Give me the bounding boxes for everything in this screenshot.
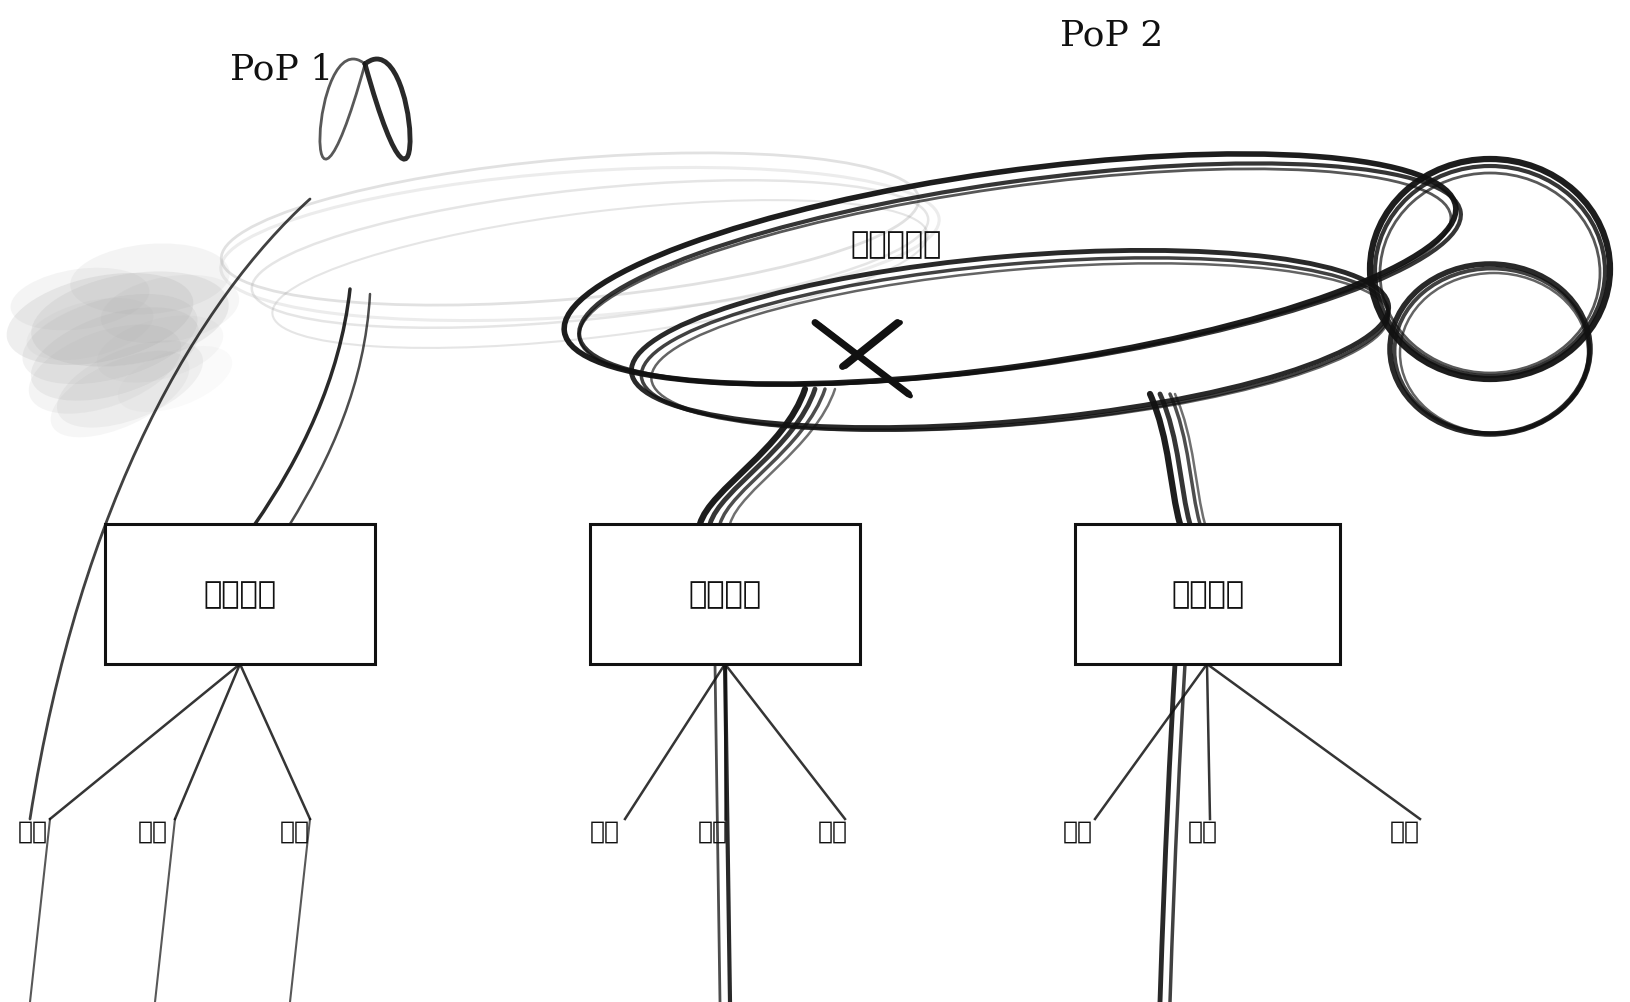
Ellipse shape xyxy=(70,244,230,316)
FancyBboxPatch shape xyxy=(590,524,861,664)
FancyBboxPatch shape xyxy=(1076,524,1340,664)
Text: 接入网二: 接入网二 xyxy=(688,580,761,609)
Ellipse shape xyxy=(23,295,197,385)
Ellipse shape xyxy=(10,269,150,331)
Ellipse shape xyxy=(29,325,181,414)
Text: 接入网三: 接入网三 xyxy=(1170,580,1244,609)
Text: 用户: 用户 xyxy=(698,820,729,843)
Ellipse shape xyxy=(96,317,223,383)
Text: 用户: 用户 xyxy=(139,820,168,843)
Ellipse shape xyxy=(57,341,204,428)
Ellipse shape xyxy=(51,352,189,438)
FancyBboxPatch shape xyxy=(104,524,375,664)
Text: 用户: 用户 xyxy=(280,820,310,843)
Ellipse shape xyxy=(26,299,153,361)
Text: 城域以太网: 城域以太网 xyxy=(849,230,941,260)
Text: 用户: 用户 xyxy=(1390,820,1420,843)
Text: 用户: 用户 xyxy=(18,820,47,843)
Ellipse shape xyxy=(31,273,228,367)
Ellipse shape xyxy=(7,274,194,366)
Text: 用户: 用户 xyxy=(590,820,619,843)
Ellipse shape xyxy=(31,308,199,401)
Text: 用户: 用户 xyxy=(818,820,848,843)
Text: 用户: 用户 xyxy=(1063,820,1094,843)
Ellipse shape xyxy=(117,347,231,413)
Ellipse shape xyxy=(101,276,240,344)
Text: 接入网一: 接入网一 xyxy=(204,580,277,609)
Text: PoP 1: PoP 1 xyxy=(230,52,333,86)
Text: PoP 2: PoP 2 xyxy=(1060,18,1164,52)
Text: 用户: 用户 xyxy=(1188,820,1218,843)
